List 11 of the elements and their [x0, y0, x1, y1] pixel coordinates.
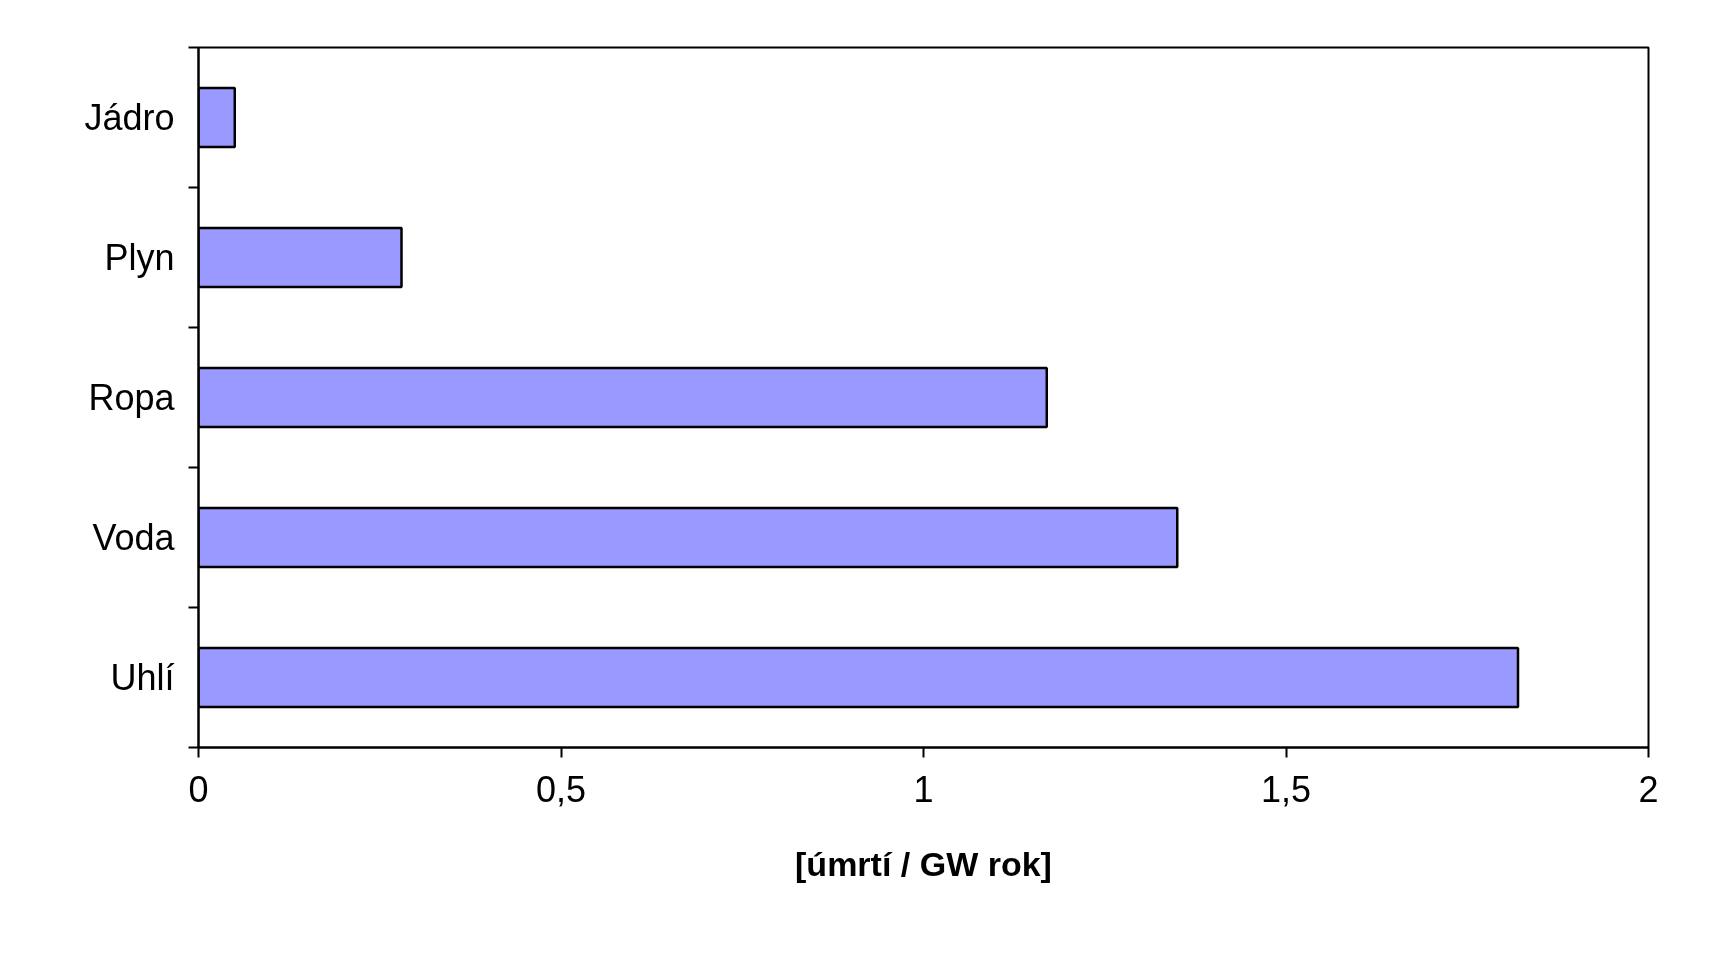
y-tick-label: Plyn	[104, 237, 175, 278]
y-tick-label: Voda	[92, 517, 176, 558]
x-tick-label: 0	[188, 768, 209, 810]
x-tick-label: 0,5	[535, 768, 587, 810]
x-tick-label: 2	[1638, 768, 1659, 810]
y-tick-label: Jádro	[84, 97, 175, 138]
y-tick-label: Ropa	[88, 377, 176, 418]
x-tick-label: 1,5	[1260, 768, 1312, 810]
x-tick-label: 1	[913, 768, 934, 810]
x-axis-title: [úmrtí / GW rok]	[795, 844, 1052, 883]
y-tick-label: Uhlí	[110, 657, 175, 698]
